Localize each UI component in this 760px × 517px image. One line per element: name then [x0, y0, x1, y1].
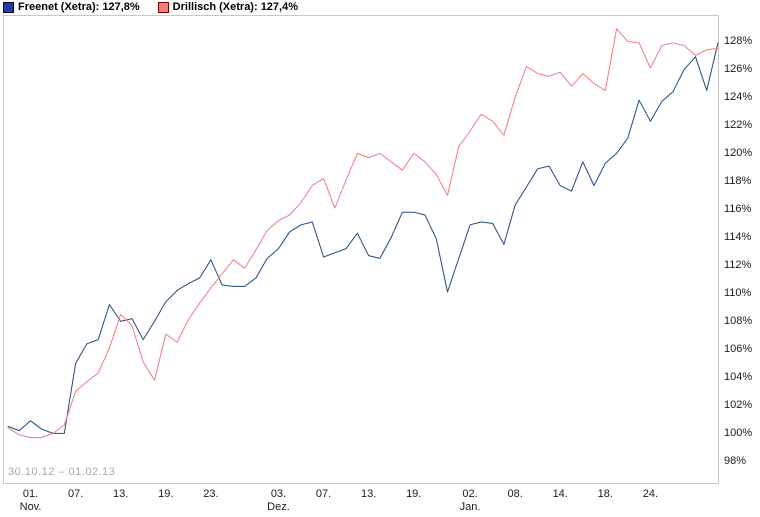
freenet-swatch-icon [3, 2, 14, 13]
x-axis-day-label: 13. [361, 488, 376, 500]
freenet-legend-label: Freenet (Xetra): 127,8% [18, 1, 140, 13]
date-range-label: 30.10.12 – 01.02.13 [8, 466, 116, 478]
y-axis-label: 112% [724, 259, 752, 271]
x-axis-day-label: 19. [158, 488, 173, 500]
y-axis-label: 126% [724, 63, 752, 75]
y-axis-label: 122% [724, 119, 752, 131]
y-axis-label: 100% [724, 427, 752, 439]
legend: Freenet (Xetra): 127,8% Drillisch (Xetra… [3, 1, 298, 14]
x-axis-month-label: Dez. [267, 501, 290, 513]
y-axis-label: 116% [724, 203, 752, 215]
x-axis-day-label: 13. [113, 488, 128, 500]
y-axis-label: 114% [724, 231, 752, 243]
drillisch-price-line [7, 28, 719, 439]
y-axis-label: 104% [724, 371, 752, 383]
y-axis-label: 98% [724, 455, 746, 467]
y-axis-label: 128% [724, 35, 752, 47]
legend-item-drillisch: Drillisch (Xetra): 127,4% [157, 1, 299, 14]
x-axis-day-label: 24. [643, 488, 658, 500]
y-axis-label: 124% [724, 91, 752, 103]
x-axis-day-label: 23. [203, 488, 218, 500]
x-axis-day-label: 02. [462, 488, 477, 500]
legend-item-freenet: Freenet (Xetra): 127,8% [3, 1, 140, 14]
x-axis-day-label: 19. [406, 488, 421, 500]
x-axis-day-label: 01. [23, 488, 38, 500]
x-axis-day-label: 03. [271, 488, 286, 500]
x-axis-day-label: 14. [553, 488, 568, 500]
x-axis-month-label: Nov. [20, 501, 42, 513]
drillisch-legend-label: Drillisch (Xetra): 127,4% [172, 1, 299, 13]
y-axis-label: 108% [724, 315, 752, 327]
x-axis-day-label: 07. [68, 488, 83, 500]
x-axis-day-label: 08. [507, 488, 522, 500]
drillisch-swatch-icon [157, 2, 169, 13]
y-axis-label: 110% [724, 287, 752, 299]
x-axis-day-label: 07. [316, 488, 331, 500]
x-axis-day-label: 18. [598, 488, 613, 500]
x-axis-month-label: Jan. [460, 501, 481, 513]
y-axis-label: 118% [724, 175, 752, 187]
y-axis-label: 106% [724, 343, 752, 355]
y-axis-label: 102% [724, 399, 752, 411]
y-axis-label: 120% [724, 147, 752, 159]
plot-frame [3, 15, 719, 484]
